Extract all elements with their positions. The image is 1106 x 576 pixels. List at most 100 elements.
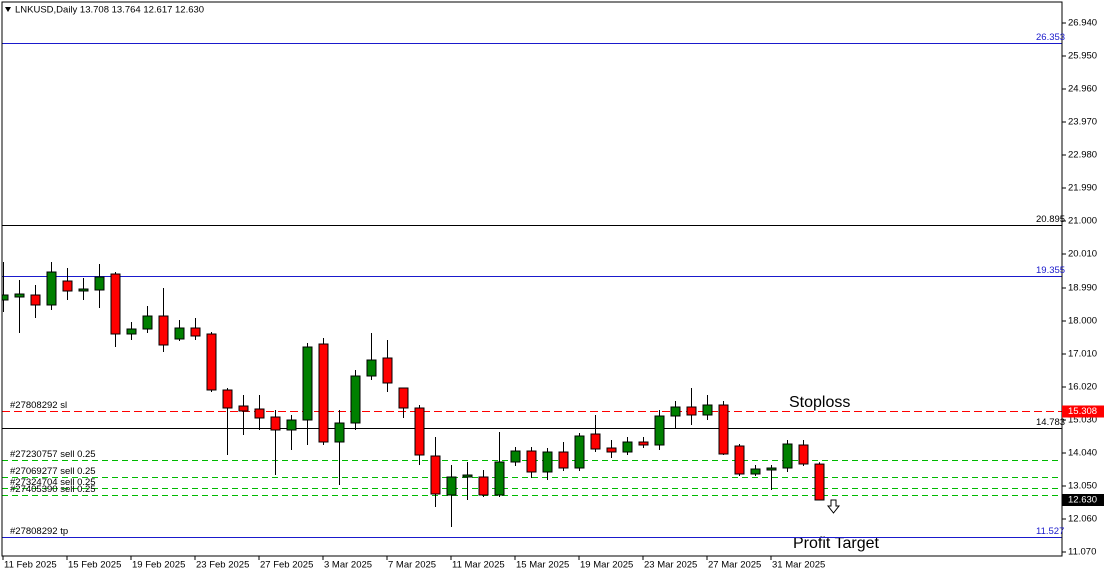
level-label: 20.895 bbox=[1036, 214, 1065, 225]
down-arrow bbox=[826, 499, 841, 514]
candle-body bbox=[782, 443, 793, 469]
candle-body bbox=[302, 346, 313, 421]
candle-body bbox=[94, 276, 105, 291]
candle-body bbox=[798, 444, 809, 465]
y-tick-label: 18.000 bbox=[1068, 316, 1097, 327]
candle-body bbox=[190, 327, 201, 337]
candle-body bbox=[110, 273, 121, 335]
y-tick-label: 22.980 bbox=[1068, 150, 1097, 161]
order-label: #27324704 sell 0.25 bbox=[10, 477, 96, 488]
candle-body bbox=[814, 463, 825, 501]
candle-body bbox=[430, 455, 441, 495]
level-label: 14.783 bbox=[1036, 417, 1065, 428]
candle-body bbox=[686, 406, 697, 416]
candle-body bbox=[574, 435, 585, 469]
candle-body bbox=[238, 405, 249, 412]
candle-body bbox=[158, 315, 169, 346]
y-tick-label: 17.010 bbox=[1068, 349, 1097, 360]
last-price-label: 12.630 bbox=[1068, 495, 1097, 506]
candle-body bbox=[702, 404, 713, 416]
header-arrow bbox=[5, 7, 11, 12]
candle-body bbox=[286, 419, 297, 431]
plot bbox=[2, 43, 1062, 538]
x-tick-label: 23 Feb 2025 bbox=[196, 560, 249, 571]
x-tick-label: 23 Mar 2025 bbox=[644, 560, 697, 571]
x-tick-label: 7 Mar 2025 bbox=[388, 560, 436, 571]
candle-body bbox=[494, 461, 505, 496]
candle-body bbox=[350, 375, 361, 424]
x-tick-label: 11 Feb 2025 bbox=[4, 560, 57, 571]
y-tick-label: 12.060 bbox=[1068, 514, 1097, 525]
frame bbox=[1, 1, 1063, 557]
candle-body bbox=[366, 359, 377, 377]
y-tick-label: 16.020 bbox=[1068, 382, 1097, 393]
candle-body bbox=[206, 333, 217, 391]
candle-body bbox=[174, 327, 185, 340]
profit-target-annotation: Profit Target bbox=[793, 535, 880, 552]
y-tick-label: 15.030 bbox=[1068, 415, 1097, 426]
last-price-box bbox=[1062, 494, 1104, 506]
candle-body bbox=[270, 416, 281, 431]
candle-body bbox=[142, 315, 153, 330]
candle-body bbox=[14, 293, 25, 298]
level-label: 26.353 bbox=[1036, 32, 1065, 43]
level-label: 11.527 bbox=[1036, 526, 1064, 537]
candle-body bbox=[62, 280, 73, 292]
level-label: 19.355 bbox=[1036, 265, 1065, 276]
candle-body bbox=[222, 389, 233, 409]
x-tick-label: 31 Mar 2025 bbox=[772, 560, 825, 571]
candle-body bbox=[542, 451, 553, 473]
candle-body bbox=[318, 343, 329, 443]
order-label: #27069277 sell 0.25 bbox=[10, 466, 96, 477]
x-tick-label: 3 Mar 2025 bbox=[324, 560, 372, 571]
candle-body bbox=[654, 415, 665, 446]
order-label: #27405390 sell 0.25 bbox=[10, 484, 96, 495]
candle-body bbox=[462, 474, 473, 478]
y-tick-label: 11.070 bbox=[1068, 547, 1096, 558]
candle-body bbox=[446, 476, 457, 496]
y-tick-label: 14.040 bbox=[1068, 448, 1097, 459]
candle-body bbox=[382, 357, 393, 384]
price-box bbox=[1062, 405, 1104, 418]
y-tick-label: 18.990 bbox=[1068, 283, 1097, 294]
candle-body bbox=[398, 387, 409, 409]
candle-body bbox=[766, 467, 777, 471]
x-tick-label: 19 Mar 2025 bbox=[580, 560, 633, 571]
x-tick-label: 27 Mar 2025 bbox=[708, 560, 761, 571]
candle-body bbox=[334, 422, 345, 443]
x-tick-label: 15 Feb 2025 bbox=[68, 560, 121, 571]
y-tick-label: 21.000 bbox=[1068, 216, 1097, 227]
candle-body bbox=[638, 441, 649, 446]
x-tick-label: 19 Feb 2025 bbox=[132, 560, 185, 571]
y-tick-label: 24.960 bbox=[1068, 84, 1097, 95]
y-tick-label: 21.990 bbox=[1068, 183, 1097, 194]
candle-body bbox=[622, 441, 633, 453]
x-tick-label: 27 Feb 2025 bbox=[260, 560, 313, 571]
level-label: 15.308 bbox=[1068, 406, 1097, 417]
candle-body bbox=[2, 294, 9, 301]
level-tag: #27808292 tp bbox=[10, 526, 68, 537]
candle-body bbox=[78, 288, 89, 292]
stoploss-annotation: Stoploss bbox=[789, 394, 850, 411]
candle-body bbox=[30, 294, 41, 306]
order-label: #27230757 sell 0.25 bbox=[10, 449, 96, 460]
candle-body bbox=[670, 406, 681, 417]
candle-body bbox=[510, 450, 521, 463]
candle-body bbox=[254, 408, 265, 419]
candle-body bbox=[478, 476, 489, 496]
y-tick-label: 26.940 bbox=[1068, 18, 1097, 29]
candle-body bbox=[414, 407, 425, 456]
candle-body bbox=[46, 271, 57, 306]
candle-body bbox=[750, 468, 761, 475]
x-tick-label: 15 Mar 2025 bbox=[516, 560, 569, 571]
y-tick-label: 23.970 bbox=[1068, 117, 1097, 128]
level-tag: #27808292 sl bbox=[10, 400, 67, 411]
candle-body bbox=[718, 404, 729, 455]
y-tick-label: 13.050 bbox=[1068, 481, 1097, 492]
header: LNKUSD,Daily 13.708 13.764 12.617 12.630 bbox=[15, 5, 204, 16]
candle-body bbox=[526, 450, 537, 473]
y-tick-label: 25.950 bbox=[1068, 51, 1097, 62]
candle-body bbox=[126, 328, 137, 335]
